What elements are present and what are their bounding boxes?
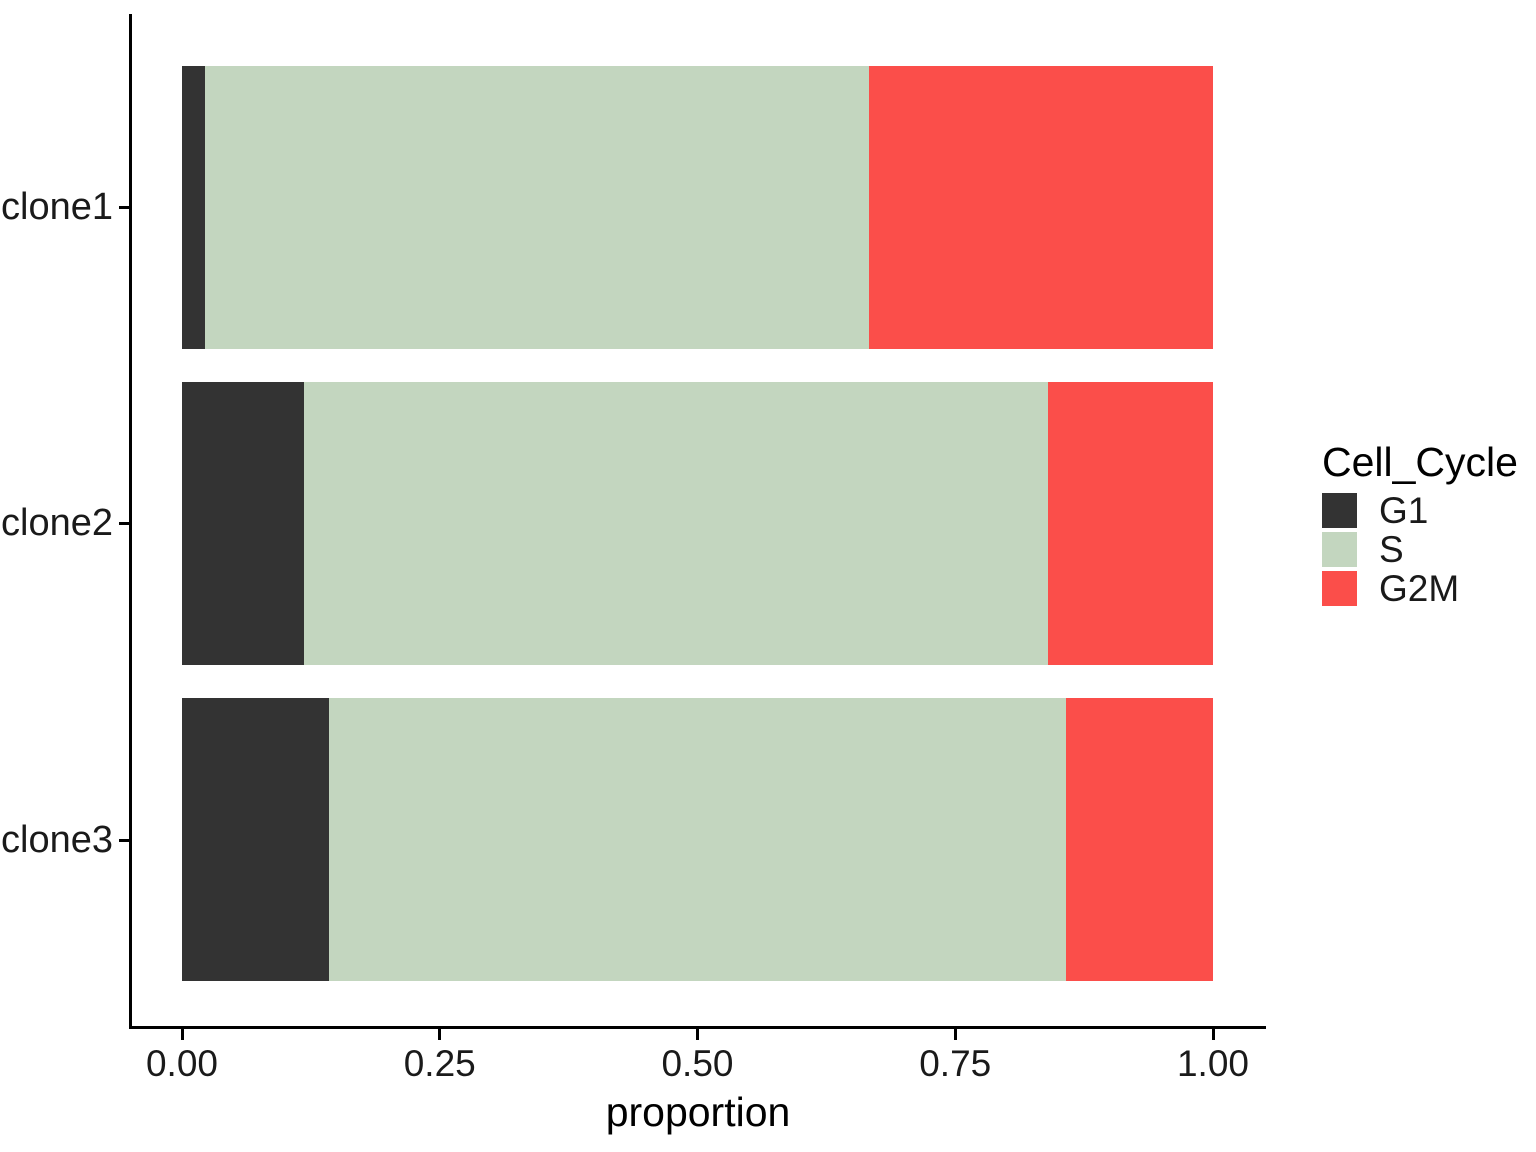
bar-segment-clone3-S xyxy=(329,698,1066,981)
x-tick-1.00 xyxy=(1211,1029,1215,1040)
x-tick-label-0.75: 0.75 xyxy=(919,1043,992,1084)
bar-clone2 xyxy=(182,382,1213,665)
y-axis-line xyxy=(129,14,132,1029)
bar-segment-clone1-G1 xyxy=(182,66,205,349)
x-tick-label-1.00: 1.00 xyxy=(1176,1043,1249,1084)
legend-item-S: S xyxy=(1322,531,1532,569)
y-axis-label-clone2: clone2 xyxy=(1,502,113,544)
legend-label-S: S xyxy=(1379,529,1404,570)
bar-segment-clone1-G2M xyxy=(868,66,1213,349)
x-tick-0.25 xyxy=(438,1029,442,1040)
legend-label-G2M: G2M xyxy=(1379,568,1460,609)
y-tick-clone3 xyxy=(119,839,129,842)
bar-segment-clone2-G1 xyxy=(182,382,304,665)
x-tick-0.00 xyxy=(180,1029,184,1040)
y-tick-clone1 xyxy=(119,206,129,209)
legend-swatch-G1 xyxy=(1322,493,1357,528)
legend-title: Cell_Cycle xyxy=(1322,439,1518,485)
legend-item-G1: G1 xyxy=(1322,492,1532,530)
x-axis-line xyxy=(129,1026,1266,1029)
x-tick-label-0.00: 0.00 xyxy=(145,1043,218,1084)
bar-segment-clone3-G1 xyxy=(182,698,330,981)
bar-segment-clone1-S xyxy=(204,66,869,349)
x-tick-label-0.50: 0.50 xyxy=(661,1043,734,1084)
legend-swatch-G2M xyxy=(1322,571,1357,606)
bar-segment-clone2-S xyxy=(303,382,1049,665)
x-axis-title: proportion xyxy=(605,1089,791,1135)
y-tick-clone2 xyxy=(119,522,129,525)
legend: Cell_Cycle G1 S G2M xyxy=(1322,440,1532,609)
y-axis-label-clone1: clone1 xyxy=(1,186,113,228)
bar-clone3 xyxy=(182,698,1213,981)
bar-segment-clone3-G2M xyxy=(1065,698,1213,981)
x-tick-0.75 xyxy=(953,1029,957,1040)
x-tick-0.50 xyxy=(696,1029,699,1040)
legend-swatch-S xyxy=(1322,532,1357,567)
bar-clone1 xyxy=(182,66,1213,349)
x-tick-label-0.25: 0.25 xyxy=(403,1043,476,1084)
y-axis-label-clone3: clone3 xyxy=(1,819,113,861)
legend-items: G1 S G2M xyxy=(1322,492,1532,608)
legend-label-G1: G1 xyxy=(1379,490,1429,531)
legend-item-G2M: G2M xyxy=(1322,570,1532,608)
bar-segment-clone2-G2M xyxy=(1048,382,1213,665)
